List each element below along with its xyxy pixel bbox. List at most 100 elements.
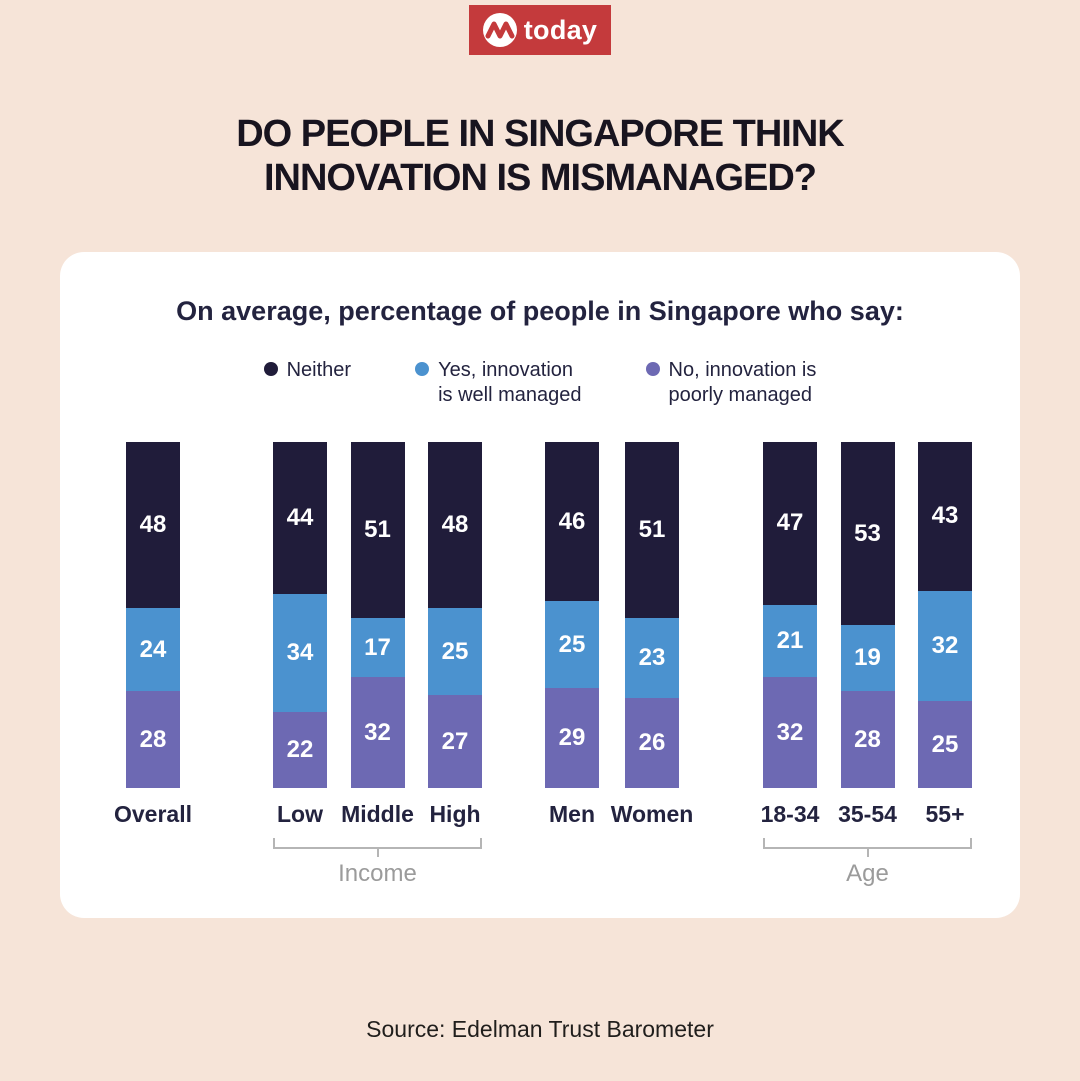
segment-value: 17 xyxy=(364,633,391,661)
chart-legend: Neither Yes, innovation is well managed … xyxy=(60,358,1020,408)
bar-segment-yes_well_managed: 17 xyxy=(350,618,405,677)
segment-value: 53 xyxy=(854,519,881,547)
bar-segment-no_poorly_managed: 28 xyxy=(840,691,895,788)
segment-value: 47 xyxy=(776,509,804,537)
stacked-bar-overall: 48 24 28 xyxy=(126,442,180,788)
bar-segment-yes_well_managed: 34 xyxy=(273,594,327,712)
bars-row: 47 21 32 53 19 28 43 32 25 xyxy=(763,442,972,789)
segment-value: 19 xyxy=(854,644,881,671)
legend-item-no-poorly-managed: No, innovation is poorly managed xyxy=(645,358,817,408)
segment-value: 32 xyxy=(931,631,959,659)
segment-value: 32 xyxy=(776,718,804,746)
bracket-tick xyxy=(866,849,869,857)
legend-item-yes-well-managed: Yes, innovation is well managed xyxy=(415,358,582,408)
segment-value: 26 xyxy=(638,729,666,756)
bar-segment-no_poorly_managed: 26 xyxy=(625,698,679,788)
segment-value: 48 xyxy=(139,511,167,538)
bar-segment-yes_well_managed: 25 xyxy=(428,608,482,695)
segment-value: 24 xyxy=(139,635,167,663)
segment-value: 25 xyxy=(558,630,586,658)
bar-label: Low xyxy=(277,801,323,827)
bar-label: Middle xyxy=(341,801,414,827)
bar-label: High xyxy=(429,801,481,827)
bar-segment-neither: 53 xyxy=(840,442,895,625)
bar-segment-yes_well_managed: 23 xyxy=(625,618,679,698)
bars-row: 48 24 28 xyxy=(126,442,180,788)
bar-segment-neither: 43 xyxy=(918,442,972,591)
age-bracket: Age xyxy=(763,838,972,888)
segment-value: 25 xyxy=(441,637,469,665)
bar-label: Women xyxy=(610,801,694,827)
bar-segment-yes_well_managed: 19 xyxy=(840,625,895,691)
segment-value: 25 xyxy=(931,730,959,758)
labels-row: 18-34 35-54 55+ xyxy=(760,801,972,828)
page-title: DO PEOPLE IN SINGAPORE THINK INNOVATION … xyxy=(236,113,845,199)
today-logo-mark-icon xyxy=(482,13,517,47)
bar-segment-neither: 48 xyxy=(126,442,180,608)
chart-subtitle: On average, percentage of people in Sing… xyxy=(176,296,904,326)
bar-segment-yes_well_managed: 25 xyxy=(545,601,599,688)
stacked-bar-men: 46 25 29 xyxy=(545,442,599,788)
chart-card: On average, percentage of people in Sing… xyxy=(60,252,1020,918)
segment-value: 23 xyxy=(638,644,666,671)
legend-label: No, innovation is poorly managed xyxy=(668,359,817,406)
bar-segment-no_poorly_managed: 29 xyxy=(545,688,599,788)
segment-value: 27 xyxy=(441,727,469,755)
chart-group-gender: 46 25 29 51 23 26 Men Women xyxy=(545,442,694,828)
today-logo: today xyxy=(469,5,611,55)
segment-value: 43 xyxy=(931,502,959,530)
segment-value: 34 xyxy=(286,639,314,666)
segment-value: 46 xyxy=(558,507,586,535)
bar-segment-no_poorly_managed: 25 xyxy=(918,701,972,789)
income-bracket: Income xyxy=(273,838,482,888)
bar-label: 55+ xyxy=(925,801,965,827)
stacked-bar-high: 48 25 27 xyxy=(428,442,482,788)
chart-group-age: 47 21 32 53 19 28 43 32 25 18-34 35-54 55+ Age xyxy=(760,442,972,888)
stacked-bar-women: 51 23 26 xyxy=(625,442,679,788)
bar-label: Overall xyxy=(114,801,192,827)
segment-value: 22 xyxy=(286,736,314,763)
neither-dot-icon xyxy=(263,362,278,376)
labels-row: Overall xyxy=(114,801,192,828)
bracket-tick xyxy=(376,849,379,857)
stacked-bar-chart: 48 24 28 Overall 44 34 22 51 17 32 48 25 27 Low Mid… xyxy=(60,442,1020,912)
stacked-bar-35-54: 53 19 28 xyxy=(840,442,895,788)
segment-value: 51 xyxy=(364,516,391,543)
stacked-bar-low: 44 34 22 xyxy=(273,442,327,788)
bar-segment-no_poorly_managed: 22 xyxy=(273,712,327,788)
bar-segment-no_poorly_managed: 27 xyxy=(428,695,482,788)
bar-segment-no_poorly_managed: 32 xyxy=(350,677,405,788)
segment-value: 32 xyxy=(364,718,391,746)
legend-label: Yes, innovation is well managed xyxy=(438,359,582,406)
bar-segment-yes_well_managed: 24 xyxy=(126,608,180,691)
segment-value: 29 xyxy=(558,724,586,751)
logo-brand-text: today xyxy=(523,14,598,45)
segment-value: 51 xyxy=(638,516,666,543)
bar-segment-yes_well_managed: 21 xyxy=(763,604,817,678)
bar-segment-no_poorly_managed: 28 xyxy=(126,691,180,788)
bar-label: Men xyxy=(549,801,595,827)
legend-item-neither: Neither xyxy=(263,358,352,408)
labels-row: Low Middle High xyxy=(273,801,482,828)
labels-row: Men Women xyxy=(545,801,694,828)
bar-segment-neither: 46 xyxy=(545,442,599,601)
source-credit: Source: Edelman Trust Barometer xyxy=(366,1016,714,1042)
segment-value: 28 xyxy=(139,725,167,753)
no-dot-icon xyxy=(645,362,660,376)
bar-segment-neither: 51 xyxy=(625,442,679,618)
bar-segment-neither: 44 xyxy=(273,442,327,594)
bar-segment-no_poorly_managed: 32 xyxy=(763,677,817,789)
segment-value: 48 xyxy=(441,511,469,538)
bar-segment-neither: 47 xyxy=(763,442,817,605)
chart-group-overall: 48 24 28 Overall xyxy=(114,442,192,828)
bar-label: 18-34 xyxy=(760,801,820,827)
bar-segment-yes_well_managed: 32 xyxy=(918,590,972,702)
stacked-bar-55-: 43 32 25 xyxy=(918,442,972,789)
stacked-bar-middle: 51 17 32 xyxy=(350,442,405,788)
stacked-bar-18-34: 47 21 32 xyxy=(763,442,817,789)
segment-value: 21 xyxy=(776,626,804,654)
bracket-line xyxy=(763,838,972,849)
bars-row: 46 25 29 51 23 26 xyxy=(545,442,679,788)
legend-label: Neither xyxy=(286,359,352,381)
